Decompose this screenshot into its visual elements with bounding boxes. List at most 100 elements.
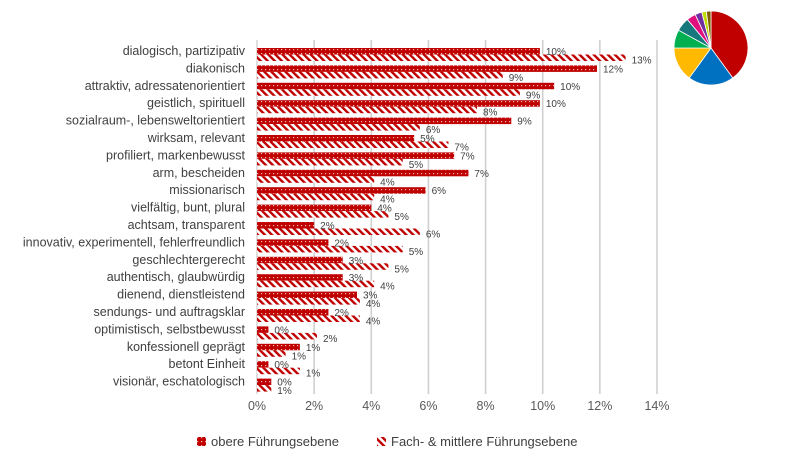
- x-tick-label: 2%: [305, 399, 323, 413]
- pie-slice: [705, 10, 712, 49]
- category-label: sendungs- und auftragsklar: [94, 305, 245, 319]
- category-label: arm, bescheiden: [153, 166, 245, 180]
- bar-fach-mittlere: [257, 193, 375, 201]
- bar-obere: [257, 256, 343, 264]
- bar-fach-mittlere: [257, 211, 389, 218]
- category-label: innovativ, experimentell, fehlerfreundli…: [23, 235, 245, 249]
- data-label: 10%: [546, 99, 566, 110]
- category-label: dialogisch, partizipativ: [123, 44, 246, 58]
- bar-fach-mittlere: [257, 367, 300, 375]
- x-tick-label: 0%: [248, 399, 266, 413]
- data-label: 1%: [277, 386, 292, 397]
- data-label: 0%: [274, 325, 289, 336]
- category-label: wirksam, relevant: [147, 131, 246, 145]
- bar-obere: [257, 82, 555, 90]
- data-label: 4%: [366, 317, 381, 328]
- bar-fach-mittlere: [257, 228, 420, 235]
- bar-fach-mittlere: [257, 71, 503, 79]
- category-label: betont Einheit: [169, 357, 246, 371]
- bar-fach-mittlere: [257, 315, 360, 322]
- data-label: 3%: [349, 256, 364, 267]
- bar-fach-mittlere: [257, 124, 420, 131]
- data-label: 12%: [603, 64, 623, 75]
- x-tick-label: 4%: [362, 399, 380, 413]
- data-label: 8%: [483, 108, 498, 119]
- x-tick-label: 10%: [530, 399, 555, 413]
- bar-fach-mittlere: [257, 263, 389, 270]
- data-label: 5%: [409, 247, 424, 258]
- data-label: 4%: [380, 195, 395, 206]
- category-labels: dialogisch, partizipativ 10% 13% diakonisch…: [23, 44, 652, 397]
- data-label: 6%: [432, 186, 447, 197]
- bar-obere: [257, 326, 269, 333]
- bar-obere: [257, 48, 540, 55]
- data-label: 6%: [426, 230, 441, 241]
- bar-obere: [257, 378, 272, 386]
- category-label: geschlechtergerecht: [132, 253, 245, 267]
- category-label: attraktiv, adressatenorientiert: [85, 79, 246, 93]
- pie-chart: [673, 10, 749, 86]
- x-tick-label: 6%: [419, 399, 437, 413]
- data-label: 10%: [560, 82, 580, 93]
- bar-fach-mittlere: [257, 141, 449, 148]
- data-label: 9%: [526, 90, 541, 101]
- legend-label-obere: obere Führungsebene: [211, 434, 339, 449]
- bar-obere: [257, 309, 329, 316]
- x-tick-label: 12%: [587, 399, 612, 413]
- bar-fach-mittlere: [257, 89, 520, 96]
- data-label: 10%: [546, 47, 566, 58]
- category-label: authentisch, glaubwürdig: [107, 270, 245, 284]
- pie-slice: [710, 10, 749, 79]
- bar-fach-mittlere: [257, 332, 317, 340]
- category-label: dienend, dienstleistend: [117, 288, 245, 302]
- data-label: 7%: [474, 169, 489, 180]
- data-label: 4%: [380, 177, 395, 188]
- data-label: 4%: [380, 282, 395, 293]
- bar-obere: [257, 204, 372, 212]
- data-label: 0%: [274, 360, 289, 371]
- bar-obere: [257, 117, 512, 125]
- data-label: 6%: [426, 125, 441, 136]
- bar-fach-mittlere: [257, 350, 286, 357]
- legend-swatch-obere: [197, 437, 206, 446]
- legend-swatch-fach-mittlere: [377, 437, 386, 446]
- bar-fach-mittlere: [257, 245, 403, 253]
- data-label: 5%: [420, 134, 435, 145]
- category-label: missionarisch: [169, 183, 245, 197]
- bar-fach-mittlere: [257, 385, 272, 392]
- category-label: konfessionell geprägt: [127, 340, 246, 354]
- bar-obere: [257, 239, 329, 246]
- x-axis-ticks: 0% 2% 4% 6% 8% 10% 12% 14%: [248, 399, 670, 413]
- data-label: 4%: [377, 204, 392, 215]
- data-label: 3%: [349, 273, 364, 284]
- data-label: 2%: [334, 238, 349, 249]
- bar-obere: [257, 291, 357, 299]
- bar-fach-mittlere: [257, 54, 626, 61]
- category-label: vielfältig, bunt, plural: [131, 201, 245, 215]
- bar-obere: [257, 100, 540, 107]
- data-label: 9%: [509, 73, 524, 84]
- x-tick-label: 8%: [477, 399, 495, 413]
- data-label: 4%: [366, 299, 381, 310]
- pie-slice: [688, 47, 734, 86]
- data-label: 0%: [277, 378, 292, 389]
- category-label: achtsam, transparent: [128, 218, 246, 232]
- data-label: 1%: [306, 369, 321, 380]
- bar-obere: [257, 65, 597, 72]
- category-label: profiliert, markenbewusst: [106, 148, 245, 162]
- data-label: 3%: [363, 291, 378, 302]
- category-label: sozialraum-, lebensweltorientiert: [66, 114, 246, 128]
- data-label: 2%: [323, 334, 338, 345]
- category-label: visionär, eschatologisch: [113, 375, 245, 389]
- data-label: 5%: [409, 160, 424, 171]
- x-tick-label: 14%: [644, 399, 669, 413]
- legend-label-fach-mittlere: Fach- & mittlere Führungsebene: [391, 434, 577, 449]
- bar-obere: [257, 361, 269, 368]
- bar-fach-mittlere: [257, 176, 375, 183]
- category-label: optimistisch, selbstbewusst: [94, 322, 245, 336]
- category-label: diakonisch: [186, 61, 245, 75]
- bar-obere: [257, 343, 300, 351]
- bar-obere: [257, 152, 455, 159]
